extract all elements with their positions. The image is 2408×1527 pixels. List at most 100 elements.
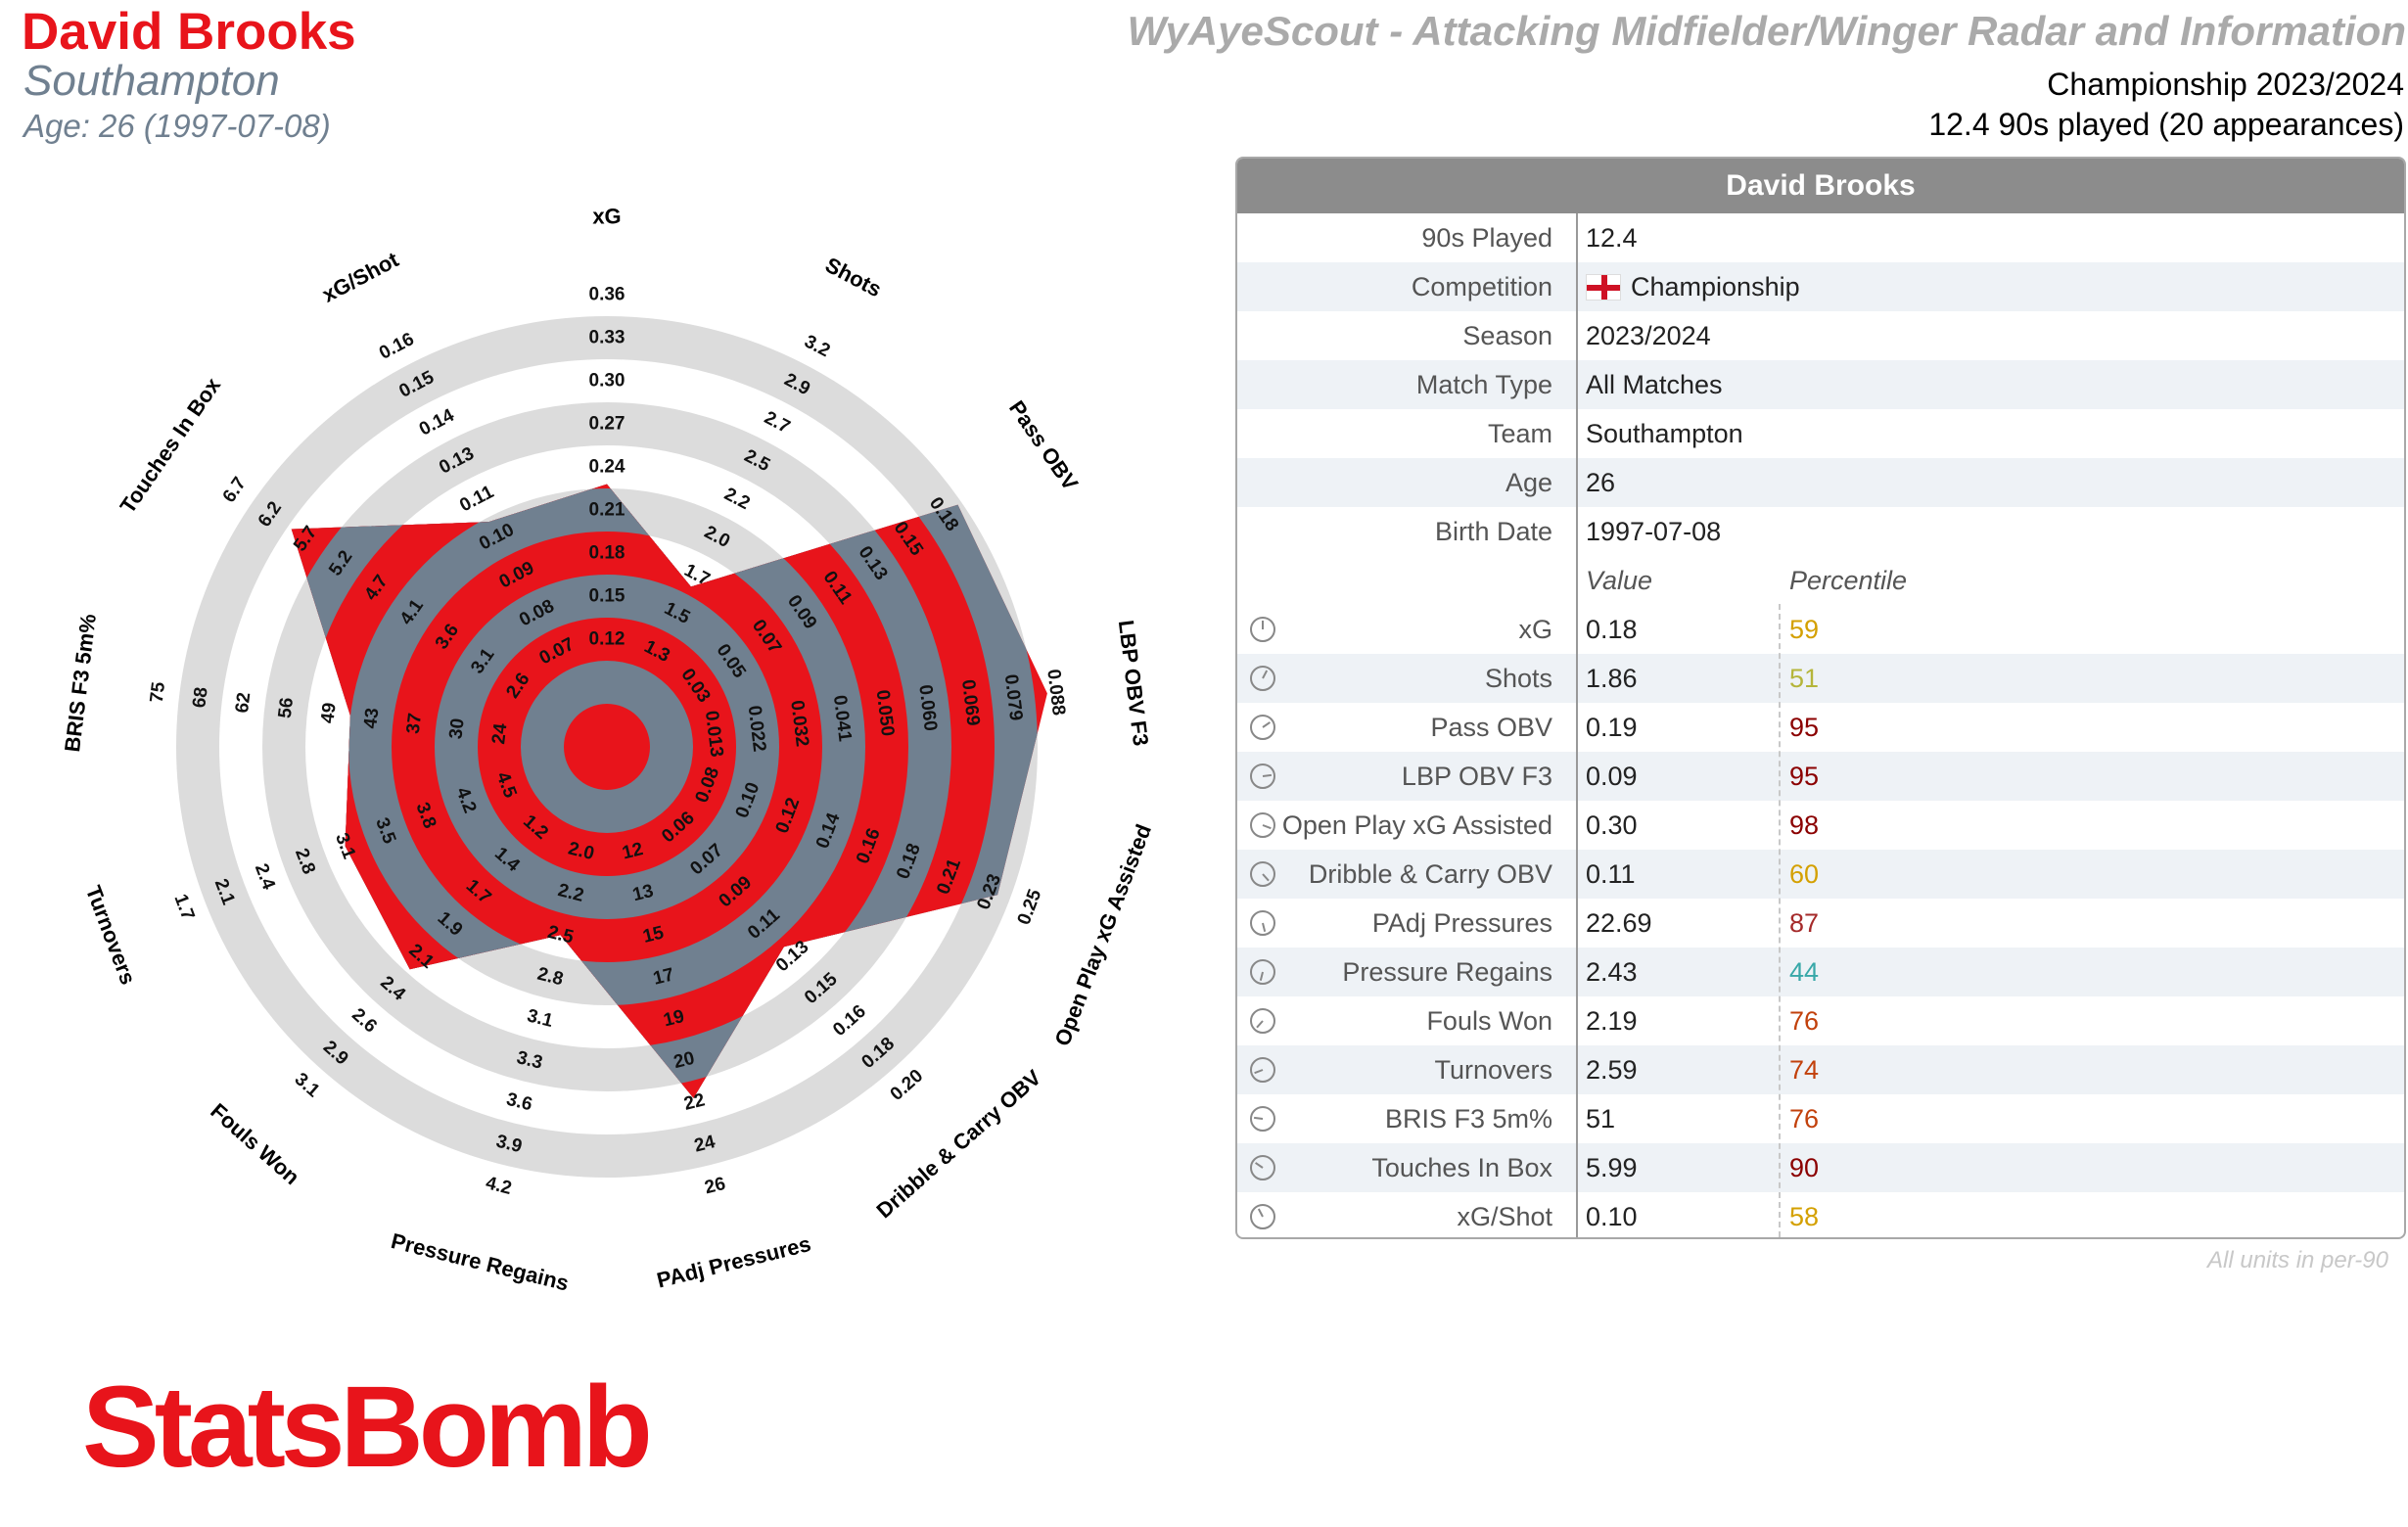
stat-percentile: 95 — [1789, 761, 1820, 791]
info-value-cell: Championship — [1566, 272, 1800, 302]
stat-row: Touches In Box 5.99 90 — [1237, 1143, 2404, 1192]
info-label: Birth Date — [1434, 516, 1552, 546]
radar-metric-label: Fouls Won — [206, 1098, 303, 1189]
radar-tick-label: 0.30 — [589, 371, 625, 392]
stat-percentile: 95 — [1789, 712, 1820, 742]
table-column-divider — [1576, 213, 1578, 1237]
metric-dial-icon — [1250, 959, 1275, 985]
stat-percentile: 87 — [1789, 907, 1820, 938]
england-flag-icon — [1586, 273, 1621, 301]
stat-row: Turnovers 2.59 74 — [1237, 1045, 2404, 1094]
info-rows: 90s Played 12.4 Competition Championship Sea… — [1237, 213, 2404, 556]
radar-tick-label: 30 — [445, 717, 468, 741]
stat-percentile: 90 — [1789, 1152, 1820, 1182]
radar-metric-label: BRIS F3 5m% — [60, 613, 101, 754]
report-title: WyAyeScout - Attacking Midfielder/Winger… — [1127, 8, 2406, 54]
radar-metric-label: xG/Shot — [318, 247, 403, 307]
metric-dial-icon — [1250, 910, 1275, 936]
minutes-played-line: 12.4 90s played (20 appearances) — [1928, 107, 2404, 142]
stat-value: 0.18 — [1586, 614, 1638, 644]
stat-label: BRIS F3 5m% — [1384, 1103, 1552, 1134]
info-value: Southampton — [1586, 418, 1743, 448]
stat-row: PAdj Pressures 22.69 87 — [1237, 899, 2404, 948]
stat-row: Pressure Regains 2.43 44 — [1237, 948, 2404, 996]
radar-chart: 0.120.150.180.210.240.270.300.330.36xG1.… — [60, 205, 1156, 1293]
stat-label: xG/Shot — [1457, 1201, 1552, 1231]
info-label: 90s Played — [1421, 222, 1552, 253]
stat-percentile: 51 — [1789, 663, 1820, 693]
percentile-column-header: Percentile — [1789, 565, 1908, 595]
player-name: David Brooks — [22, 3, 356, 61]
competition-season: Championship 2023/2024 — [2047, 67, 2404, 102]
stat-value: 5.99 — [1586, 1152, 1638, 1182]
metric-dial-icon — [1250, 1204, 1275, 1229]
metric-dial-icon — [1250, 1008, 1275, 1034]
metric-dial-icon — [1250, 764, 1275, 789]
radar-tick-label: 49 — [317, 702, 340, 725]
info-value-cell: 2023/2024 — [1566, 321, 1711, 351]
metric-dial-icon — [1250, 1057, 1275, 1083]
radar-tick-label: 68 — [189, 686, 211, 710]
stat-label: Pass OBV — [1430, 712, 1552, 742]
stat-value: 0.10 — [1586, 1201, 1638, 1231]
units-note: All units in per-90 — [2207, 1247, 2388, 1273]
info-value: 1997-07-08 — [1586, 516, 1722, 546]
statsbomb-logo: StatsBomb — [82, 1363, 653, 1492]
info-row: Competition Championship — [1237, 262, 2404, 311]
stat-value: 2.43 — [1586, 956, 1638, 987]
radar-tick-label: 0.12 — [589, 629, 625, 650]
stat-percentile: 76 — [1789, 1005, 1820, 1036]
stat-row: Shots 1.86 51 — [1237, 654, 2404, 703]
stat-value: 0.11 — [1586, 858, 1636, 889]
metric-dial-icon — [1250, 666, 1275, 691]
radar-tick-label: 62 — [232, 691, 255, 715]
radar-tick-label: 0.15 — [589, 586, 625, 607]
radar-fill-ring — [564, 704, 650, 790]
value-column-header: Value — [1586, 565, 1653, 595]
stat-percentile: 60 — [1789, 858, 1820, 889]
info-value-cell: All Matches — [1566, 370, 1723, 400]
stat-percentile: 76 — [1789, 1103, 1820, 1134]
stat-row: Dribble & Carry OBV 0.11 60 — [1237, 850, 2404, 899]
stat-row: BRIS F3 5m% 51 76 — [1237, 1094, 2404, 1143]
radar-tick-label: 0.33 — [589, 328, 625, 348]
radar-metric-label: Pass OBV — [1004, 396, 1083, 495]
stat-value: 51 — [1586, 1103, 1616, 1134]
metric-dial-icon — [1250, 715, 1275, 740]
stat-value: 2.19 — [1586, 1005, 1638, 1036]
player-info-table: David Brooks 90s Played 12.4 Competition Ch… — [1235, 157, 2406, 1239]
radar-tick-label: 22 — [682, 1089, 708, 1114]
radar-tick-label: 37 — [403, 712, 426, 735]
metric-dial-icon — [1250, 1155, 1275, 1180]
radar-tick-label: 13 — [630, 881, 656, 905]
radar-metric-label: Pressure Regains — [389, 1228, 571, 1292]
stat-label: xG — [1518, 614, 1552, 644]
radar-metric-label: Shots — [821, 253, 886, 302]
metric-dial-icon — [1250, 812, 1275, 838]
info-value: 26 — [1586, 467, 1616, 497]
info-row: Team Southampton — [1237, 409, 2404, 458]
metric-dial-icon — [1250, 617, 1275, 642]
metric-dial-icon — [1250, 1106, 1275, 1132]
radar-tick-label: 75 — [147, 680, 169, 704]
stat-value: 1.86 — [1586, 663, 1638, 693]
stat-label: Open Play xG Assisted — [1281, 810, 1552, 840]
stat-value: 0.09 — [1586, 761, 1638, 791]
stats-column-header-row: Value Percentile — [1237, 556, 2404, 605]
info-value-cell: 26 — [1566, 468, 1615, 498]
info-row: Season 2023/2024 — [1237, 311, 2404, 360]
info-label: Match Type — [1415, 369, 1552, 399]
age-line: Age: 26 (1997-07-08) — [23, 108, 331, 144]
info-value-cell: Southampton — [1566, 419, 1743, 449]
radar-tick-label: 0.18 — [589, 543, 625, 564]
stat-row: Fouls Won 2.19 76 — [1237, 996, 2404, 1045]
stat-row: xG 0.18 59 — [1237, 605, 2404, 654]
info-row: 90s Played 12.4 — [1237, 213, 2404, 262]
radar-tick-label: 24 — [488, 722, 511, 746]
stat-row: LBP OBV F3 0.09 95 — [1237, 752, 2404, 801]
info-label: Competition — [1411, 271, 1552, 301]
radar-tick-label: 56 — [275, 696, 298, 719]
team-name: Southampton — [23, 57, 280, 105]
radar-metric-label: xG — [592, 205, 621, 229]
stat-value: 2.59 — [1586, 1054, 1638, 1085]
